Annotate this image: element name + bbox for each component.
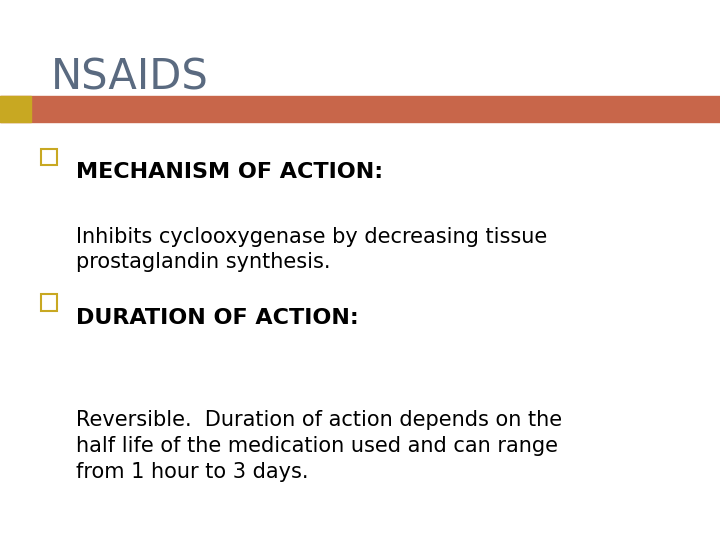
Bar — [41, 294, 57, 310]
Text: MECHANISM OF ACTION:: MECHANISM OF ACTION: — [76, 162, 383, 182]
Bar — [41, 148, 57, 165]
Bar — [0, 96, 720, 122]
Text: Inhibits cyclooxygenase by decreasing tissue
prostaglandin synthesis.: Inhibits cyclooxygenase by decreasing ti… — [76, 227, 547, 272]
Text: Reversible.  Duration of action depends on the
half life of the medication used : Reversible. Duration of action depends o… — [76, 410, 562, 482]
Bar — [0, 96, 31, 122]
Text: DURATION OF ACTION:: DURATION OF ACTION: — [76, 308, 359, 328]
Text: NSAIDS: NSAIDS — [50, 57, 208, 99]
